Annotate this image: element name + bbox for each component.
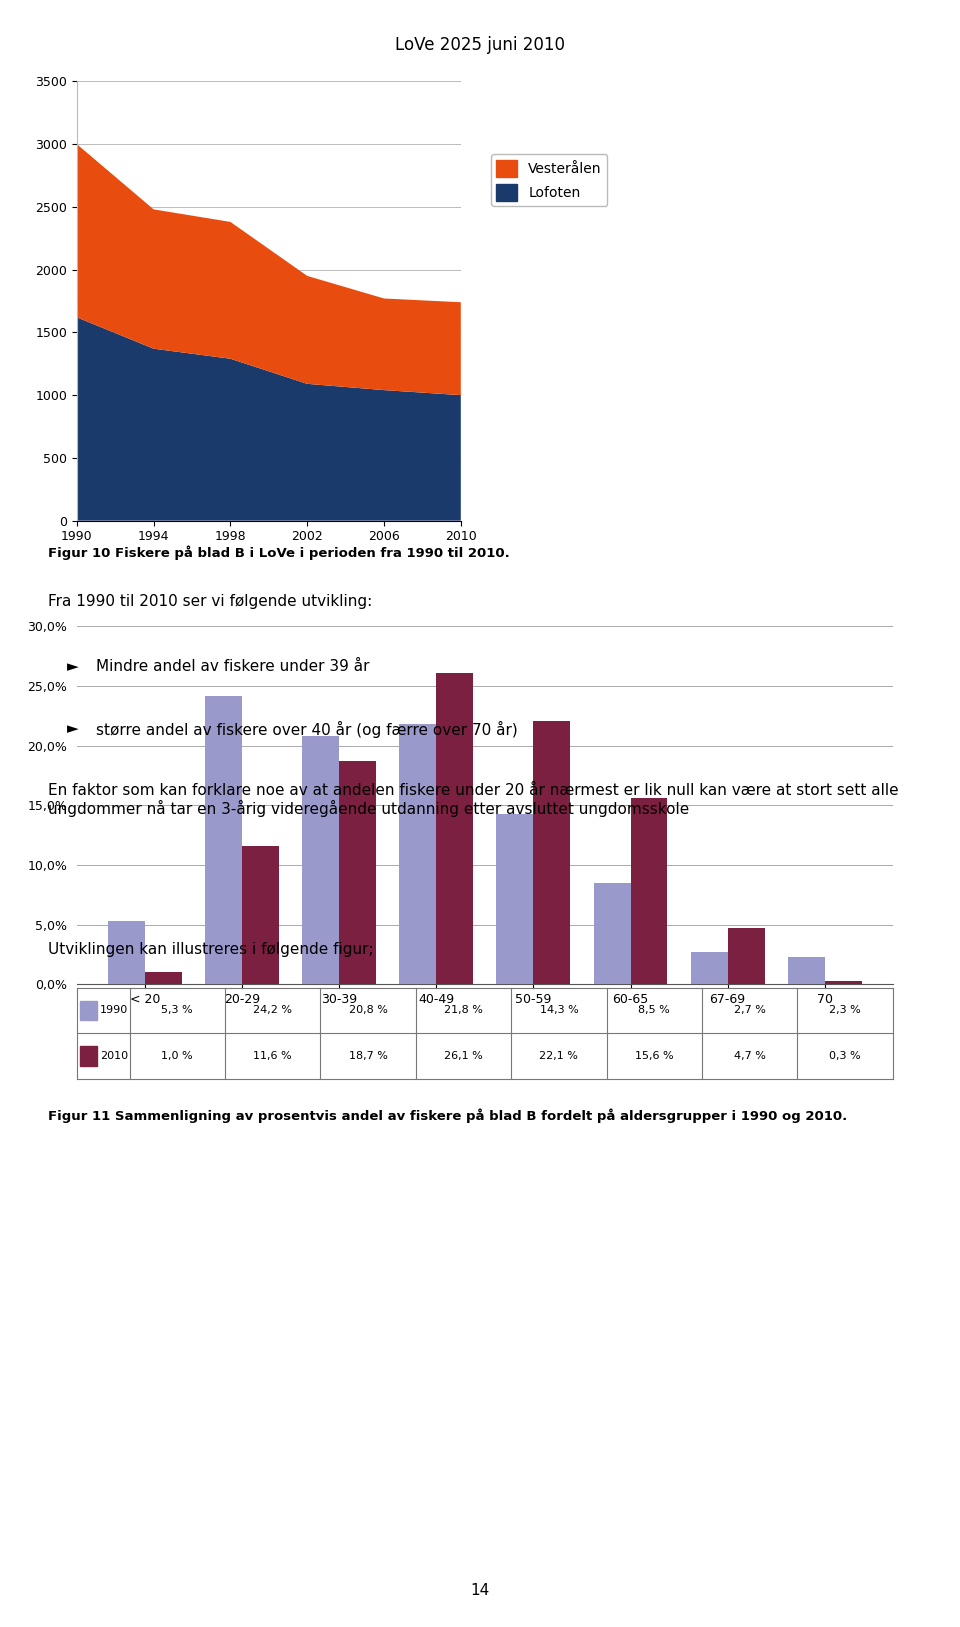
Text: 15,6 %: 15,6 % (635, 1051, 674, 1061)
Text: Figur 10 Fiskere på blad B i LoVe i perioden fra 1990 til 2010.: Figur 10 Fiskere på blad B i LoVe i peri… (48, 545, 510, 560)
Text: 20,8 %: 20,8 % (348, 1005, 388, 1015)
Bar (691, 952, 728, 984)
Text: En faktor som kan forklare noe av at andelen fiskere under 20 år nærmest er lik : En faktor som kan forklare noe av at and… (48, 783, 899, 817)
Text: Figur 11 Sammenligning av prosentvis andel av fiskere på blad B fordelt på alder: Figur 11 Sammenligning av prosentvis and… (48, 1108, 848, 1123)
Bar (242, 846, 278, 984)
Bar (436, 674, 473, 984)
Bar (205, 696, 242, 984)
Text: 2,3 %: 2,3 % (829, 1005, 861, 1015)
Bar (631, 799, 667, 984)
Text: større andel av fiskere over 40 år (og færre over 70 år): større andel av fiskere over 40 år (og f… (96, 721, 517, 737)
Text: 1,0 %: 1,0 % (161, 1051, 193, 1061)
Text: 18,7 %: 18,7 % (348, 1051, 388, 1061)
Text: 11,6 %: 11,6 % (253, 1051, 292, 1061)
Text: ►: ► (67, 659, 79, 674)
Text: 14: 14 (470, 1583, 490, 1598)
Text: Utviklingen kan illustreres i følgende figur;: Utviklingen kan illustreres i følgende f… (48, 942, 373, 957)
Bar (593, 883, 631, 984)
Text: 4,7 %: 4,7 % (733, 1051, 766, 1061)
Bar (496, 814, 534, 984)
Text: 0,3 %: 0,3 % (829, 1051, 861, 1061)
Bar (145, 973, 181, 984)
Text: 2,7 %: 2,7 % (733, 1005, 766, 1015)
Bar (534, 721, 570, 984)
Bar (399, 724, 436, 984)
Bar (302, 735, 339, 984)
Legend: Vesterålen, Lofoten: Vesterålen, Lofoten (491, 155, 608, 207)
Text: Mindre andel av fiskere under 39 år: Mindre andel av fiskere under 39 år (96, 659, 370, 674)
Text: 26,1 %: 26,1 % (444, 1051, 483, 1061)
Bar (825, 981, 862, 984)
Text: ►: ► (67, 721, 79, 735)
Text: 22,1 %: 22,1 % (540, 1051, 578, 1061)
Text: 21,8 %: 21,8 % (444, 1005, 483, 1015)
Bar (339, 761, 376, 984)
Bar (788, 957, 825, 984)
Text: LoVe 2025 juni 2010: LoVe 2025 juni 2010 (395, 36, 565, 54)
Text: 1990: 1990 (100, 1005, 128, 1015)
Text: 14,3 %: 14,3 % (540, 1005, 578, 1015)
Bar (108, 921, 145, 984)
Text: 8,5 %: 8,5 % (638, 1005, 670, 1015)
Text: 24,2 %: 24,2 % (253, 1005, 292, 1015)
Bar (728, 929, 764, 984)
Text: Fra 1990 til 2010 ser vi følgende utvikling:: Fra 1990 til 2010 ser vi følgende utvikl… (48, 594, 372, 608)
Text: 5,3 %: 5,3 % (161, 1005, 193, 1015)
Text: 2010: 2010 (100, 1051, 128, 1061)
